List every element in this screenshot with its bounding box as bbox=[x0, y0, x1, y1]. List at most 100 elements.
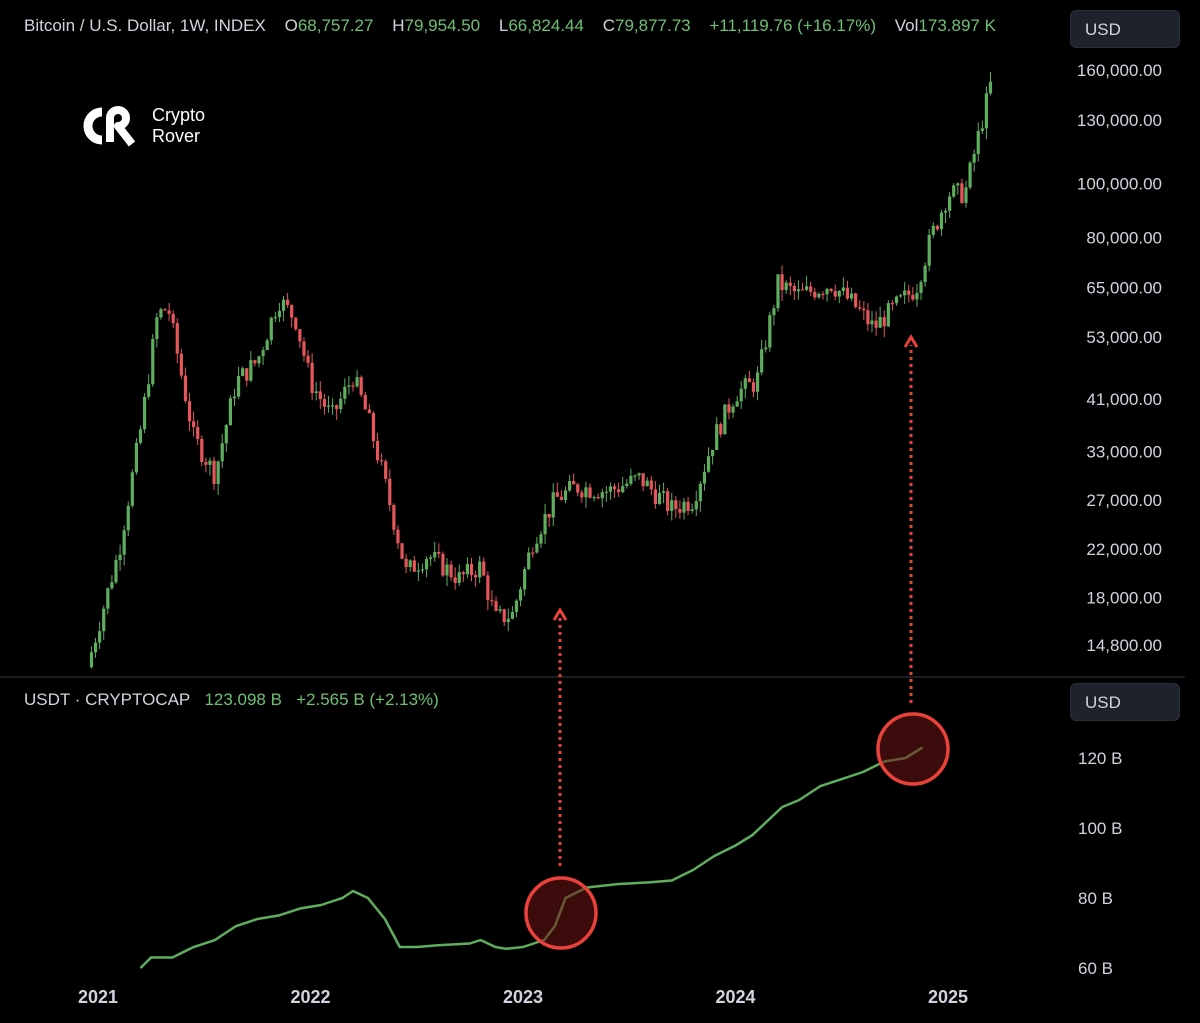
usdt-tick-label: 80 B bbox=[1078, 889, 1113, 908]
usdt-series-line bbox=[141, 748, 923, 969]
candle-body bbox=[278, 311, 281, 317]
candle-body bbox=[928, 235, 931, 266]
candle-body bbox=[605, 492, 608, 493]
candle-body bbox=[323, 399, 326, 407]
candle-body bbox=[650, 481, 653, 490]
candle-body bbox=[682, 502, 685, 513]
candle-body bbox=[793, 286, 796, 291]
candle-body bbox=[294, 318, 297, 330]
candle-body bbox=[956, 183, 959, 185]
candle-body bbox=[960, 183, 963, 203]
usdt-line-group bbox=[141, 748, 923, 969]
usdt-header: USDT · CRYPTOCAP 123.098 B +2.565 B (+2.… bbox=[24, 690, 439, 710]
candle-body bbox=[499, 609, 502, 611]
candle-body bbox=[494, 601, 497, 611]
candle-body bbox=[261, 350, 264, 356]
candle-body bbox=[924, 266, 927, 282]
usdt-tick-label: 120 B bbox=[1078, 749, 1122, 768]
candle-body bbox=[899, 295, 902, 296]
candle-body bbox=[413, 560, 416, 571]
candle-body bbox=[621, 486, 624, 492]
usdt-axis: 120 B100 B80 B60 B bbox=[1078, 749, 1122, 978]
candle-body bbox=[155, 317, 158, 339]
time-axis: 2021 2022 2023 2024 2025 bbox=[78, 987, 968, 1007]
year-tick-label: 2024 bbox=[715, 987, 755, 1007]
candle-body bbox=[662, 491, 665, 493]
candle-body bbox=[437, 552, 440, 554]
candle-body bbox=[110, 582, 113, 588]
year-tick-label: 2022 bbox=[290, 987, 330, 1007]
candle-body bbox=[670, 500, 673, 511]
candle-body bbox=[347, 385, 350, 386]
usdt-tick-label: 100 B bbox=[1078, 819, 1122, 838]
candle-body bbox=[449, 564, 452, 577]
candle-body bbox=[388, 479, 391, 505]
candle-body bbox=[830, 289, 833, 291]
candle-body bbox=[118, 555, 121, 560]
candle-body bbox=[883, 317, 886, 326]
price-tick-label: 53,000.00 bbox=[1086, 328, 1162, 347]
candle-body bbox=[172, 314, 175, 323]
candle-body bbox=[204, 462, 207, 465]
candle-body bbox=[168, 310, 171, 313]
candle-body bbox=[723, 404, 726, 434]
candle-body bbox=[400, 543, 403, 558]
price-tick-label: 22,000.00 bbox=[1086, 540, 1162, 559]
candle-body bbox=[821, 294, 824, 295]
candle-body bbox=[360, 377, 363, 395]
candle-body bbox=[90, 652, 93, 667]
candle-body bbox=[809, 286, 812, 291]
candle-body bbox=[212, 461, 215, 484]
candle-body bbox=[290, 305, 293, 318]
sub-currency-button[interactable]: USD bbox=[1070, 683, 1180, 721]
candle-body bbox=[237, 376, 240, 397]
candle-body bbox=[159, 309, 162, 317]
candle-body bbox=[539, 534, 542, 543]
candle-body bbox=[977, 131, 980, 154]
candle-body bbox=[691, 509, 694, 511]
candle-body bbox=[760, 349, 763, 372]
price-tick-label: 18,000.00 bbox=[1086, 589, 1162, 608]
candle-body bbox=[805, 286, 808, 290]
candle-body bbox=[846, 288, 849, 299]
candle-body bbox=[425, 559, 428, 569]
candle-body bbox=[486, 575, 489, 600]
candle-body bbox=[302, 341, 305, 355]
candle-body bbox=[184, 376, 187, 402]
candle-body bbox=[572, 481, 575, 484]
candle-body bbox=[319, 391, 322, 399]
candle-body bbox=[253, 360, 256, 363]
year-tick-label: 2023 bbox=[503, 987, 543, 1007]
candle-body bbox=[891, 303, 894, 304]
candle-body bbox=[114, 560, 117, 582]
candle-body bbox=[968, 163, 971, 188]
candle-body bbox=[874, 321, 877, 328]
candle-body bbox=[879, 317, 882, 328]
candle-body bbox=[552, 492, 555, 517]
candle-body bbox=[981, 128, 984, 131]
candle-body bbox=[715, 424, 718, 450]
candle-body bbox=[147, 384, 150, 397]
candle-body bbox=[711, 450, 714, 456]
candle-body bbox=[940, 213, 943, 230]
year-tick-label: 2025 bbox=[928, 987, 968, 1007]
annotations-group bbox=[526, 337, 948, 948]
candle-body bbox=[94, 643, 97, 653]
candle-body bbox=[736, 401, 739, 406]
candle-body bbox=[907, 291, 910, 295]
candle-body bbox=[625, 484, 628, 486]
candle-body bbox=[274, 317, 277, 318]
candle-body bbox=[985, 93, 988, 128]
candle-body bbox=[527, 553, 530, 570]
candle-body bbox=[838, 291, 841, 297]
candle-body bbox=[225, 425, 228, 443]
candle-body bbox=[102, 609, 105, 632]
candle-body bbox=[895, 296, 898, 303]
candle-body bbox=[936, 226, 939, 229]
candle-body bbox=[315, 391, 318, 393]
candle-body bbox=[376, 441, 379, 460]
candle-body bbox=[576, 484, 579, 492]
candle-body bbox=[466, 564, 469, 574]
candle-body bbox=[257, 356, 260, 363]
candle-body bbox=[507, 619, 510, 622]
